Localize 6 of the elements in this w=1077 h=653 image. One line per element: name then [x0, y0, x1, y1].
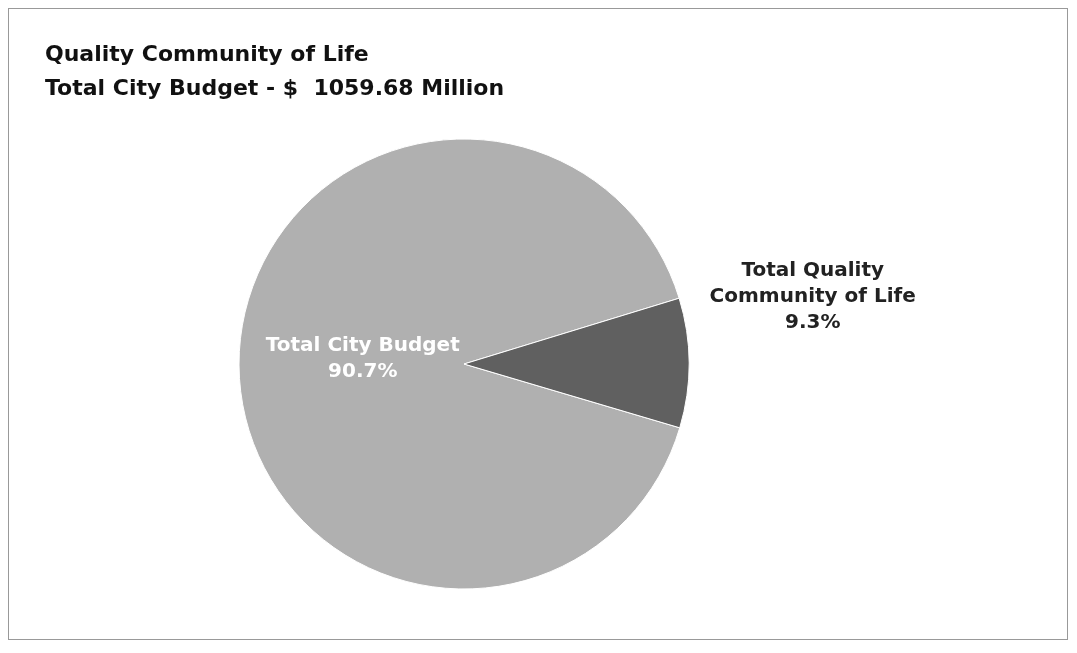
slice-label: Total City Budget [265, 332, 461, 357]
data-label: 90.7% [328, 358, 398, 383]
chart-title: Quality Community of Life [45, 40, 370, 68]
chart-subtitle: Total City Budget - $ 1059.68 Million [45, 74, 505, 102]
slice-label: Total Quality Community of Life [709, 257, 916, 308]
data-label: 9.3% [785, 309, 841, 334]
